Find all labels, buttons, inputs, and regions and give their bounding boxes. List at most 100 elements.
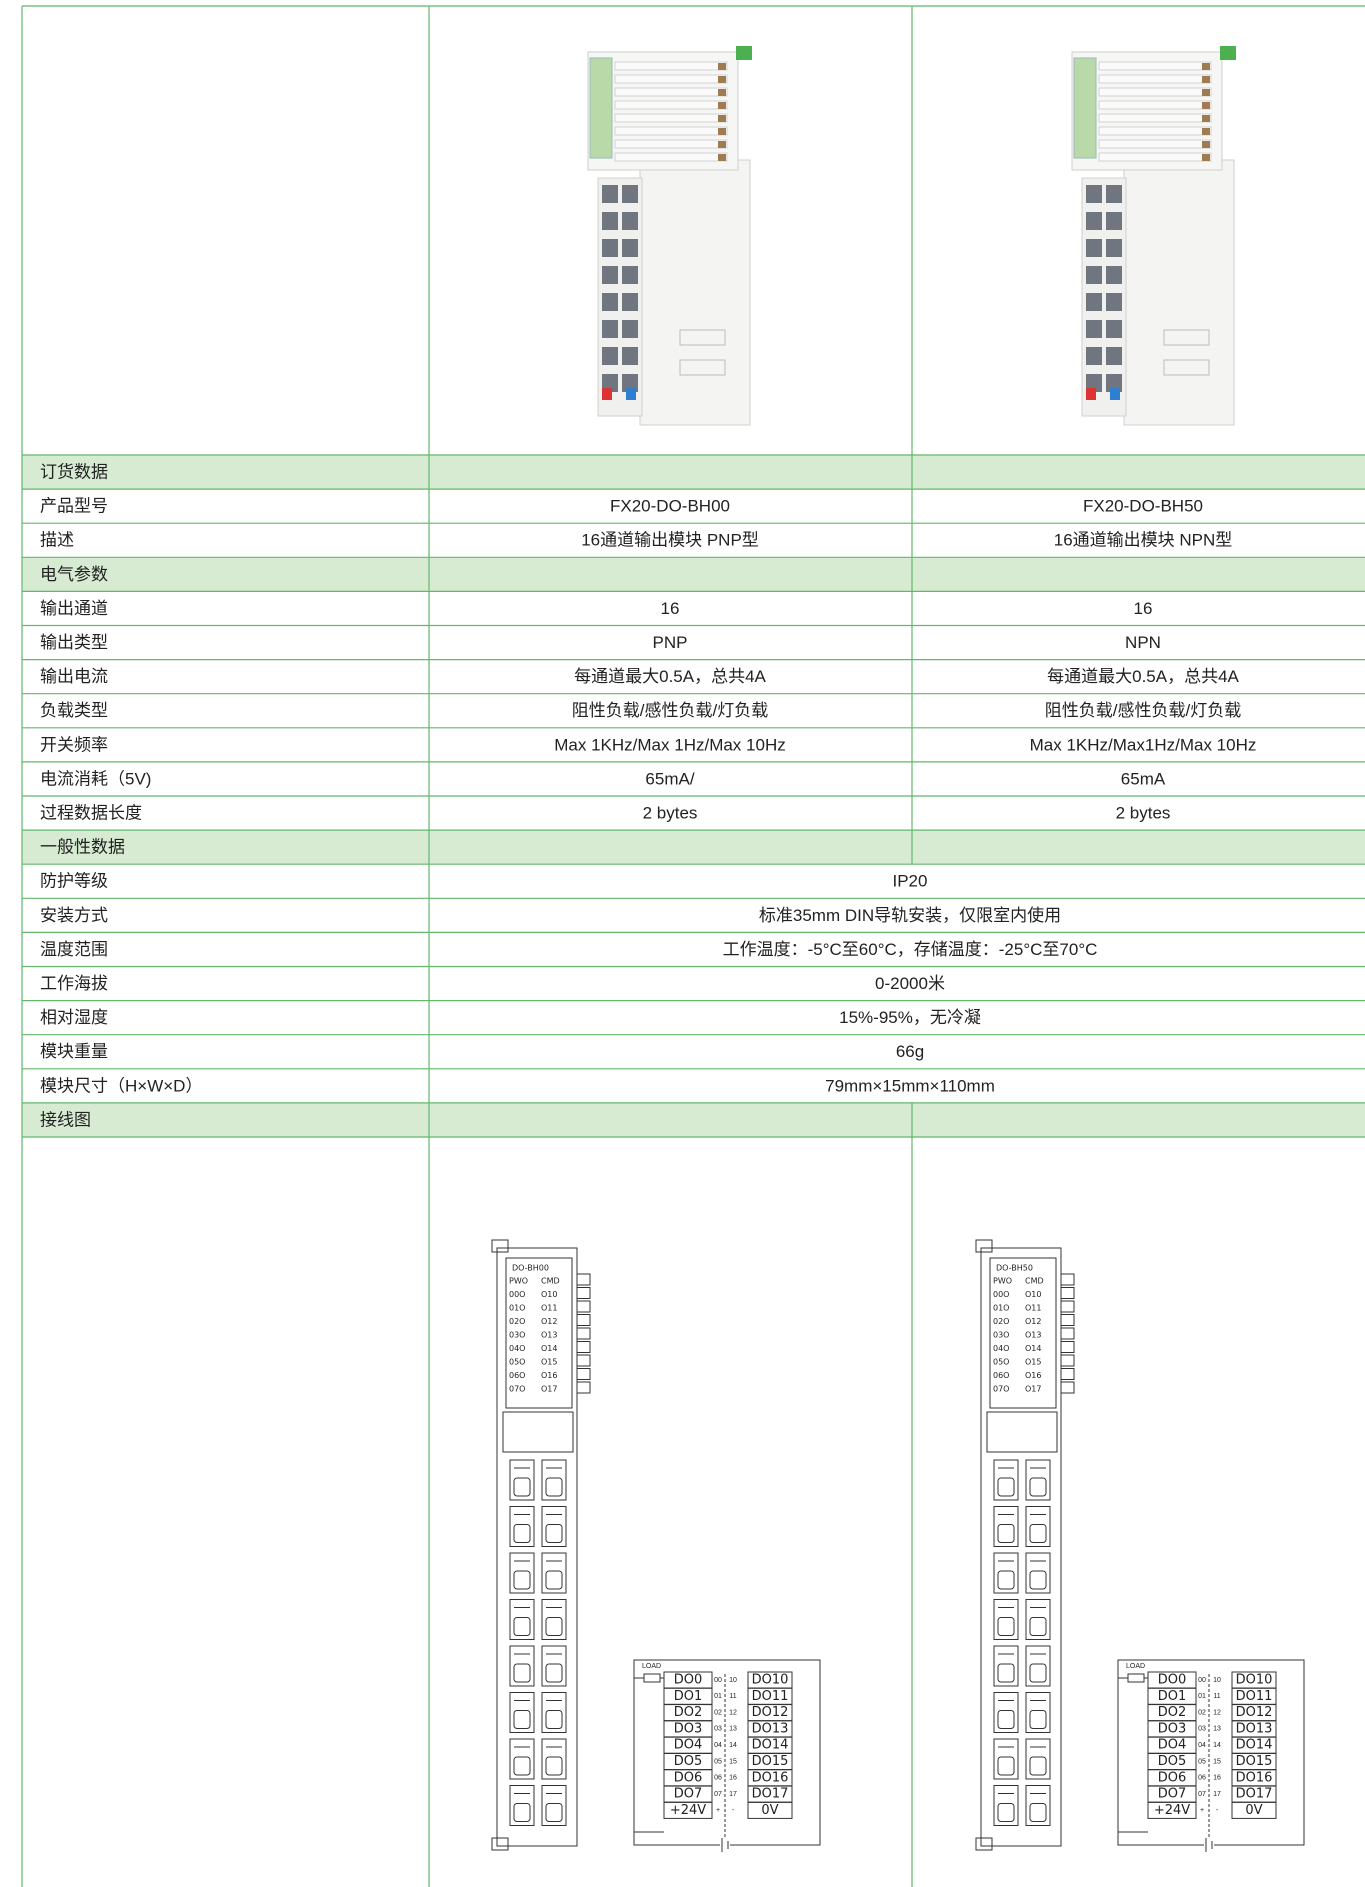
- terminal-number: 13: [729, 1726, 737, 1733]
- row-label: 相对湿度: [40, 1008, 108, 1027]
- terminal-label: DO2: [674, 1705, 703, 1720]
- terminal-number: 16: [1213, 1775, 1221, 1782]
- led-label: 06O: [509, 1371, 525, 1380]
- terminal-number: 04: [714, 1742, 722, 1749]
- fin: [1060, 1314, 1075, 1326]
- terminal-number: 17: [1213, 1791, 1221, 1798]
- led-label: O17: [541, 1385, 557, 1394]
- cell-value: 65mA: [1121, 769, 1166, 788]
- led-label: O13: [541, 1331, 557, 1340]
- fin: [614, 100, 728, 110]
- terminal-window: [545, 1710, 563, 1729]
- row-label: 输出电流: [40, 667, 108, 686]
- led-label: O15: [1025, 1358, 1041, 1367]
- module-top: [587, 51, 739, 171]
- terminal: [541, 1692, 567, 1733]
- wire: [633, 1677, 664, 1833]
- terminal-label: DO6: [674, 1770, 703, 1785]
- terminal-label: DO0: [1158, 1673, 1187, 1688]
- terminal: [1086, 347, 1102, 365]
- terminal-label: DO3: [674, 1721, 703, 1736]
- cell-value: 0-2000米: [875, 974, 945, 993]
- fin: [614, 126, 728, 136]
- row-label: 电流消耗（5V): [40, 769, 151, 788]
- terminal: [1025, 1506, 1051, 1547]
- terminal-number: 11: [729, 1693, 736, 1700]
- terminal-label: DO14: [1236, 1738, 1273, 1753]
- terminal-number: 00: [714, 1677, 722, 1684]
- fin: [576, 1314, 591, 1326]
- terminal-number: 12: [1213, 1709, 1221, 1716]
- led-label: 04O: [993, 1344, 1009, 1353]
- terminal: [993, 1785, 1019, 1826]
- terminal-number: 05: [714, 1758, 722, 1765]
- terminal-box: [1231, 1801, 1277, 1819]
- led-label: 05O: [993, 1358, 1009, 1367]
- terminal: [541, 1459, 567, 1501]
- contact: [718, 63, 726, 70]
- terminal: [1025, 1459, 1051, 1501]
- cell-value: 2 bytes: [1116, 804, 1171, 823]
- led-panel: [989, 1257, 1057, 1409]
- terminal: [602, 239, 618, 257]
- cell-value: 66g: [896, 1042, 924, 1061]
- contact: [1202, 128, 1210, 135]
- terminal: [993, 1692, 1019, 1733]
- terminal-window: [1029, 1477, 1047, 1497]
- row-label: 温度范围: [40, 940, 108, 959]
- terminal: [1025, 1552, 1051, 1594]
- led-label: O11: [1025, 1304, 1041, 1313]
- mid-block: [502, 1411, 574, 1453]
- wire: [1117, 1677, 1148, 1833]
- fin: [576, 1354, 591, 1367]
- terminal-number: 06: [1198, 1775, 1206, 1782]
- terminal-number: 01: [714, 1693, 722, 1700]
- row-label: 模块尺寸（H×W×D）: [40, 1076, 202, 1095]
- fin: [576, 1381, 591, 1394]
- cell-value: Max 1KHz/Max 1Hz/Max 10Hz: [554, 735, 785, 754]
- row-label: 产品型号: [40, 497, 108, 516]
- terminal-number: 17: [729, 1791, 737, 1798]
- terminal-window: [997, 1710, 1015, 1729]
- fin: [1060, 1287, 1075, 1299]
- wire: [633, 1832, 720, 1846]
- terminal: [541, 1785, 567, 1826]
- terminal-number: 03: [714, 1726, 722, 1733]
- terminal: [1025, 1738, 1051, 1780]
- terminal: [622, 320, 638, 338]
- fin: [1098, 61, 1212, 71]
- module-outline: [496, 1247, 578, 1847]
- terminal: [1086, 212, 1102, 230]
- terminal-label: DO4: [674, 1738, 703, 1753]
- terminal-window: [545, 1524, 563, 1543]
- terminal: [1025, 1692, 1051, 1733]
- terminal-window: [545, 1617, 563, 1636]
- terminal-label: DO0: [674, 1673, 703, 1688]
- contact: [1202, 115, 1210, 122]
- terminal: [1025, 1645, 1051, 1687]
- label-plate: [1163, 359, 1210, 376]
- cell-value: 每通道最大0.5A，总共4A: [1047, 667, 1239, 686]
- cell-value: NPN: [1125, 633, 1161, 652]
- terminal-window: [513, 1663, 531, 1683]
- led-label: PWO: [509, 1277, 528, 1286]
- terminal-label: DO11: [1236, 1689, 1273, 1704]
- terminal-window: [1029, 1617, 1047, 1636]
- terminal: [1086, 374, 1102, 392]
- cell-value: 工作温度：-5°C至60°C，存储温度：-25°C至70°C: [723, 940, 1098, 959]
- terminal-window: [545, 1803, 563, 1822]
- terminal-window: [513, 1617, 531, 1636]
- led-label: CMD: [1025, 1277, 1044, 1286]
- terminal-number: +: [1200, 1807, 1204, 1814]
- terminal-number: 02: [714, 1709, 722, 1716]
- cell-value: 阻性负载/感性负载/灯负载: [1045, 701, 1241, 720]
- terminal-label: DO13: [752, 1721, 789, 1736]
- cell-value: FX20-DO-BH00: [610, 497, 730, 516]
- row-label: 防护等级: [40, 872, 108, 891]
- fin: [1060, 1327, 1075, 1340]
- terminal-number: 05: [1198, 1758, 1206, 1765]
- terminal: [541, 1506, 567, 1547]
- cell-value: 16: [661, 599, 680, 618]
- module-name: DO-BH00: [512, 1264, 549, 1273]
